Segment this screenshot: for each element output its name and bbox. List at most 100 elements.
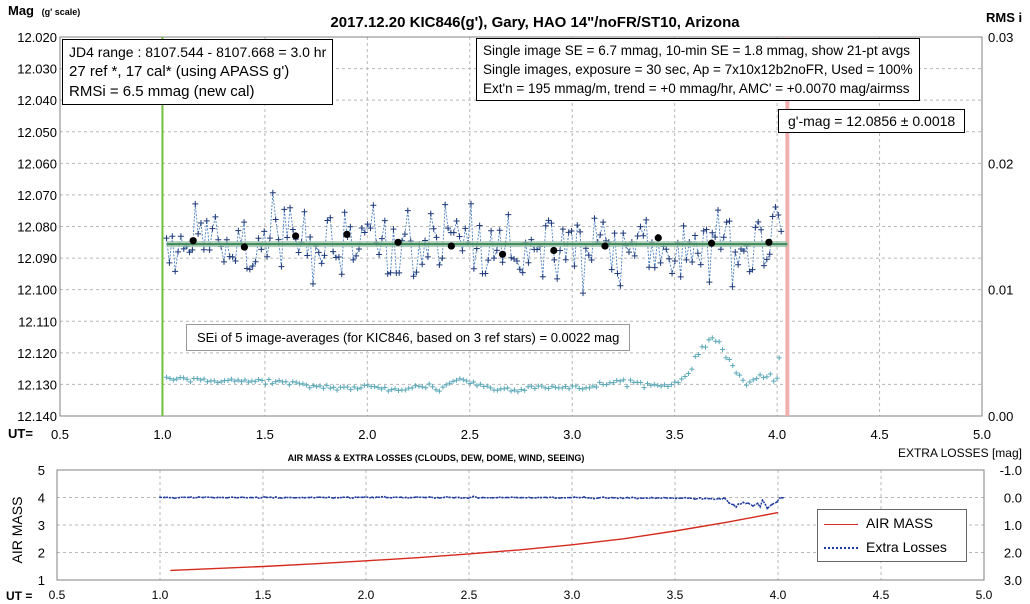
- rms-point: [665, 383, 671, 389]
- rms-point: [174, 376, 180, 382]
- extra-losses-point: [197, 496, 200, 498]
- single-image-point: [646, 264, 653, 271]
- extra-losses-point: [342, 496, 344, 499]
- extra-losses-point: [438, 497, 441, 499]
- rms-point: [355, 386, 361, 392]
- legend-item-extra-losses: Extra Losses: [824, 539, 947, 555]
- rms-point: [508, 388, 514, 394]
- single-image-point: [252, 258, 259, 265]
- single-image-point: [404, 207, 411, 214]
- single-image-point: [177, 233, 184, 240]
- rms-point: [423, 385, 429, 391]
- extra-losses-point: [337, 496, 340, 499]
- rms-point: [552, 384, 558, 390]
- single-image-point: [651, 264, 658, 271]
- extra-losses-point: [260, 496, 263, 499]
- single-image-point: [436, 261, 443, 268]
- rms-point: [440, 384, 446, 390]
- average-point: [707, 239, 716, 247]
- single-image-point: [637, 223, 644, 230]
- extra-losses-point: [525, 497, 528, 499]
- rms-point: [737, 372, 743, 378]
- rms-point: [733, 370, 739, 376]
- average-point: [292, 232, 300, 240]
- y-tick-label: 12.080: [17, 220, 57, 235]
- rms-point: [419, 384, 425, 390]
- single-image-point: [439, 255, 446, 262]
- rms-point: [351, 384, 357, 390]
- rms-point: [597, 379, 603, 385]
- rms-point: [395, 387, 401, 393]
- extra-losses-point: [703, 497, 706, 500]
- rms-point: [638, 379, 644, 385]
- single-image-point: [261, 228, 268, 235]
- average-point: [447, 242, 455, 250]
- single-image-point: [192, 200, 199, 207]
- legend-item-airmass: AIR MASS: [824, 515, 933, 531]
- single-image-point: [390, 226, 397, 233]
- average-point: [343, 230, 351, 238]
- extra-losses-point: [564, 497, 566, 499]
- extra-losses-point: [679, 497, 682, 499]
- extra-losses-point: [554, 497, 557, 499]
- extra-losses-point: [718, 497, 720, 500]
- single-image-point: [559, 226, 566, 233]
- extra-losses-point: [376, 496, 378, 498]
- rms-point: [682, 374, 688, 380]
- single-image-point: [264, 253, 271, 260]
- single-image-point: [335, 253, 342, 260]
- single-image-point: [241, 219, 248, 226]
- rms-point: [416, 383, 422, 389]
- info-extn-line: Ext'n = 195 mmag/m, trend = +0 mmag/hr, …: [483, 81, 910, 96]
- single-image-point: [353, 252, 360, 259]
- rms-point: [532, 386, 538, 392]
- single-image-point: [680, 222, 687, 229]
- single-image-point: [729, 283, 736, 290]
- bottom-y-tick-label: 3: [38, 518, 45, 533]
- bottom-x-tick-label: 3.0: [564, 588, 581, 602]
- single-image-point: [243, 265, 250, 272]
- single-image-point: [476, 222, 483, 229]
- info-box-range: JD4 range : 8107.544 - 8107.668 = 3.0 hr…: [62, 39, 334, 105]
- extra-losses-point: [535, 497, 537, 499]
- rms-point: [771, 378, 777, 384]
- extra-losses-point: [207, 496, 209, 499]
- rms-point: [225, 377, 231, 383]
- extra-losses-point: [684, 496, 687, 499]
- rms-point: [709, 335, 715, 341]
- single-image-point: [519, 269, 526, 276]
- airmass-line: [170, 511, 779, 572]
- rms-point: [685, 370, 691, 376]
- single-image-point: [683, 256, 690, 263]
- extra-losses-point: [515, 496, 518, 499]
- single-image-point: [574, 222, 581, 229]
- rms-point: [587, 385, 593, 391]
- y2-tick-label: 0.03: [988, 30, 1013, 45]
- rms-point: [327, 385, 333, 391]
- legend: AIR MASS Extra Losses: [817, 509, 967, 562]
- single-image-point: [172, 268, 179, 275]
- single-image-point: [318, 260, 325, 267]
- rms-point: [436, 388, 442, 394]
- rms-point: [644, 381, 650, 387]
- single-image-point: [677, 273, 684, 280]
- single-image-point: [769, 213, 776, 220]
- bottom-y2-tick-label: -1.0: [1000, 463, 1022, 478]
- rms-point: [245, 379, 251, 385]
- extra-losses-point: [308, 496, 311, 499]
- rms-point: [546, 385, 552, 391]
- extra-losses-point: [433, 497, 436, 499]
- rms-point: [542, 385, 548, 391]
- extra-losses-point: [332, 497, 335, 499]
- extra-losses-point: [294, 496, 296, 499]
- single-image-point: [755, 218, 762, 225]
- bottom-x-tick-label: 0.5: [49, 588, 66, 602]
- extra-losses-point: [477, 497, 479, 499]
- rms-point: [317, 383, 323, 389]
- extra-losses-point: [496, 496, 499, 499]
- extra-losses-point: [356, 496, 359, 499]
- extra-losses-point: [385, 496, 388, 499]
- rms-point: [201, 376, 207, 382]
- single-image-point: [384, 270, 391, 277]
- extra-losses-point: [776, 501, 778, 503]
